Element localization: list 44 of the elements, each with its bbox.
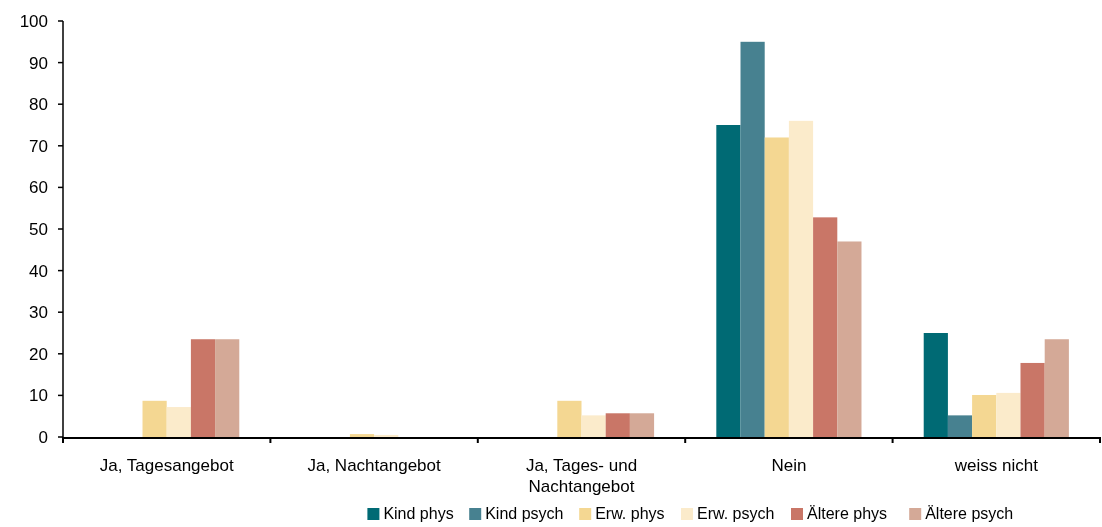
- bar: [374, 434, 399, 437]
- y-tick-label: 50: [29, 219, 48, 239]
- x-tick-label: weiss nicht: [953, 456, 1039, 475]
- y-tick-label: 60: [29, 178, 48, 198]
- bar: [166, 407, 191, 437]
- y-tick-label: 30: [29, 303, 48, 323]
- bar: [947, 415, 973, 437]
- bar: [605, 413, 630, 437]
- bar: [629, 413, 655, 437]
- x-tick-label: Ja, Nachtangebot: [307, 456, 441, 475]
- bar: [716, 125, 741, 437]
- y-tick-label: 40: [29, 261, 48, 281]
- bar: [788, 120, 814, 437]
- bar: [740, 41, 765, 437]
- bar: [996, 392, 1021, 437]
- bar: [764, 137, 789, 437]
- legend-label: Kind phys: [383, 505, 454, 522]
- y-tick-label: 0: [38, 427, 48, 447]
- bar: [557, 400, 582, 437]
- y-tick-label: 90: [29, 53, 48, 73]
- y-tick-label: 80: [29, 95, 48, 115]
- legend-label: Ältere phys: [807, 505, 888, 522]
- bar: [349, 434, 375, 437]
- legend-label: Erw. psych: [697, 505, 775, 522]
- bar: [190, 339, 216, 437]
- bar: [1044, 339, 1069, 437]
- x-tick-label: Ja, Tagesangebot: [99, 456, 234, 475]
- y-tick-label: 20: [29, 344, 48, 364]
- legend-label: Kind psych: [485, 505, 564, 522]
- y-tick-label: 70: [29, 136, 48, 156]
- y-tick-label: 100: [19, 11, 48, 31]
- bar: [813, 217, 838, 437]
- y-tick-label: 10: [29, 386, 48, 406]
- legend-label: Erw. phys: [595, 505, 665, 522]
- bar: [215, 339, 240, 437]
- x-tick-label: Ja, Tages- und Nachtangebot: [525, 456, 638, 496]
- bar: [837, 241, 862, 437]
- bar: [1020, 362, 1045, 437]
- x-tick-label: Nein: [771, 456, 807, 475]
- bar: [581, 415, 606, 437]
- bar: [972, 394, 997, 437]
- bar: [923, 333, 948, 437]
- legend-label: Ältere psych: [925, 505, 1014, 522]
- bar: [142, 400, 167, 437]
